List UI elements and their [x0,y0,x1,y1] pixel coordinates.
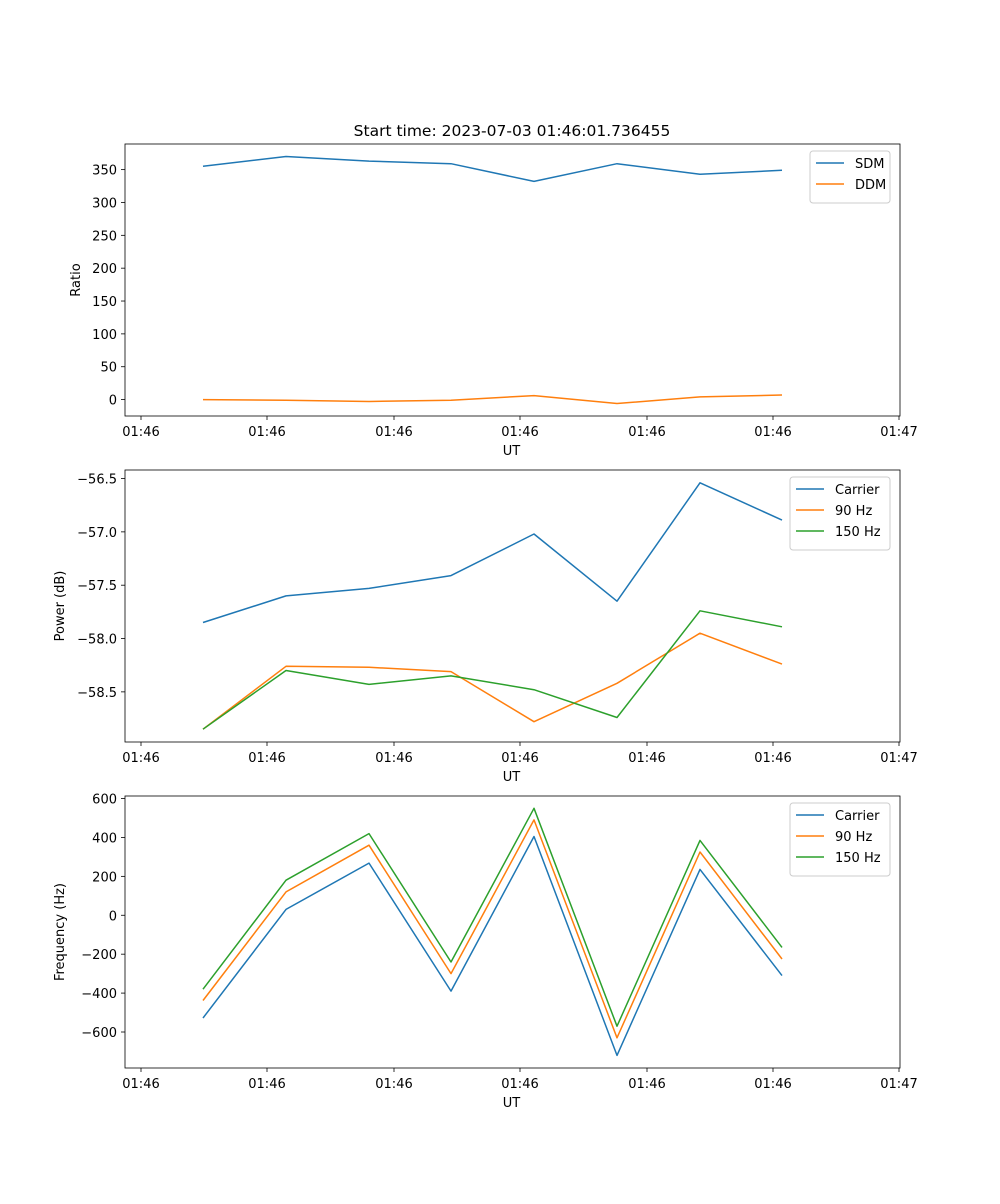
legend-label: DDM [855,178,886,193]
y-tick-label: −58.5 [77,686,117,701]
series-line-sdm [202,155,783,183]
y-tick-label: 250 [92,229,117,244]
x-tick-label: 01:46 [375,1077,412,1092]
y-tick-label: 50 [100,361,117,376]
series-line-90-hz [202,819,783,1039]
x-axis-label: UT [503,444,521,459]
plot-frame [124,143,901,417]
x-tick-label: 01:46 [122,751,159,766]
y-tick-label: 100 [92,328,117,343]
x-tick-label: 01:46 [375,425,412,440]
series-line-150-hz [202,610,783,730]
x-tick-label: 01:46 [501,1077,538,1092]
y-tick-label: 600 [92,793,117,808]
y-tick-label: 150 [92,295,117,310]
legend-label: 150 Hz [835,525,881,540]
x-tick-label: 01:46 [501,751,538,766]
x-tick-label: 01:46 [754,1077,791,1092]
y-tick-label: −200 [81,948,117,963]
x-tick-label: 01:47 [880,425,917,440]
series-line-carrier [202,482,783,624]
x-tick-label: 01:46 [248,751,285,766]
y-axis-label: Power (dB) [53,571,68,642]
series-line-ddm [202,394,783,405]
y-tick-label: 200 [92,870,117,885]
chart-panel-2: 01:46 01:46 01:46 01:46 01:46 01:46 01:47 −58.5… [53,469,918,785]
legend-label: Carrier [835,809,880,824]
x-tick-label: 01:46 [248,425,285,440]
x-tick-label: 01:46 [501,425,538,440]
legend-label: Carrier [835,483,880,498]
x-tick-label: 01:46 [248,1077,285,1092]
y-axis-label: Ratio [69,263,84,296]
y-tick-label: −57.5 [77,579,117,594]
series-line-150-hz [202,807,783,1027]
x-tick-label: 01:46 [122,1077,159,1092]
plot-frame [124,795,901,1069]
y-tick-label: 300 [92,196,117,211]
y-tick-label: −58.0 [77,633,117,648]
y-tick-label: 200 [92,262,117,277]
legend-label: 90 Hz [835,504,872,519]
y-tick-label: 0 [109,394,117,409]
x-tick-label: 01:46 [754,425,791,440]
y-tick-label: 400 [92,831,117,846]
legend-label: SDM [855,157,884,172]
x-tick-label: 01:46 [628,425,665,440]
series-line-carrier [202,835,783,1057]
legend-label: 150 Hz [835,851,881,866]
chart-panel-3: 01:46 01:46 01:46 01:46 01:46 01:46 01:47 −600 −… [53,793,918,1111]
y-axis-label: Frequency (Hz) [53,883,68,981]
y-tick-label: −57.0 [77,526,117,541]
x-tick-label: 01:46 [628,751,665,766]
y-tick-label: −600 [81,1026,117,1041]
x-tick-label: 01:46 [628,1077,665,1092]
x-tick-label: 01:46 [754,751,791,766]
x-axis-label: UT [503,770,521,785]
legend-box [809,150,891,204]
series-line-90-hz [202,632,783,730]
figure-title: Start time: 2023-07-03 01:46:01.736455 [354,122,671,140]
x-axis-label: UT [503,1096,521,1111]
chart-panel-1: 01:46 01:46 01:46 01:46 01:46 01:46 01:47 0 50 10… [69,143,918,459]
x-tick-label: 01:47 [880,1077,917,1092]
x-tick-label: 01:47 [880,751,917,766]
y-tick-label: 350 [92,164,117,179]
plot-frame [124,469,901,743]
y-tick-label: 0 [109,909,117,924]
legend-label: 90 Hz [835,830,872,845]
x-tick-label: 01:46 [122,425,159,440]
x-tick-label: 01:46 [375,751,412,766]
y-tick-label: −400 [81,987,117,1002]
y-tick-label: −56.5 [77,473,117,488]
